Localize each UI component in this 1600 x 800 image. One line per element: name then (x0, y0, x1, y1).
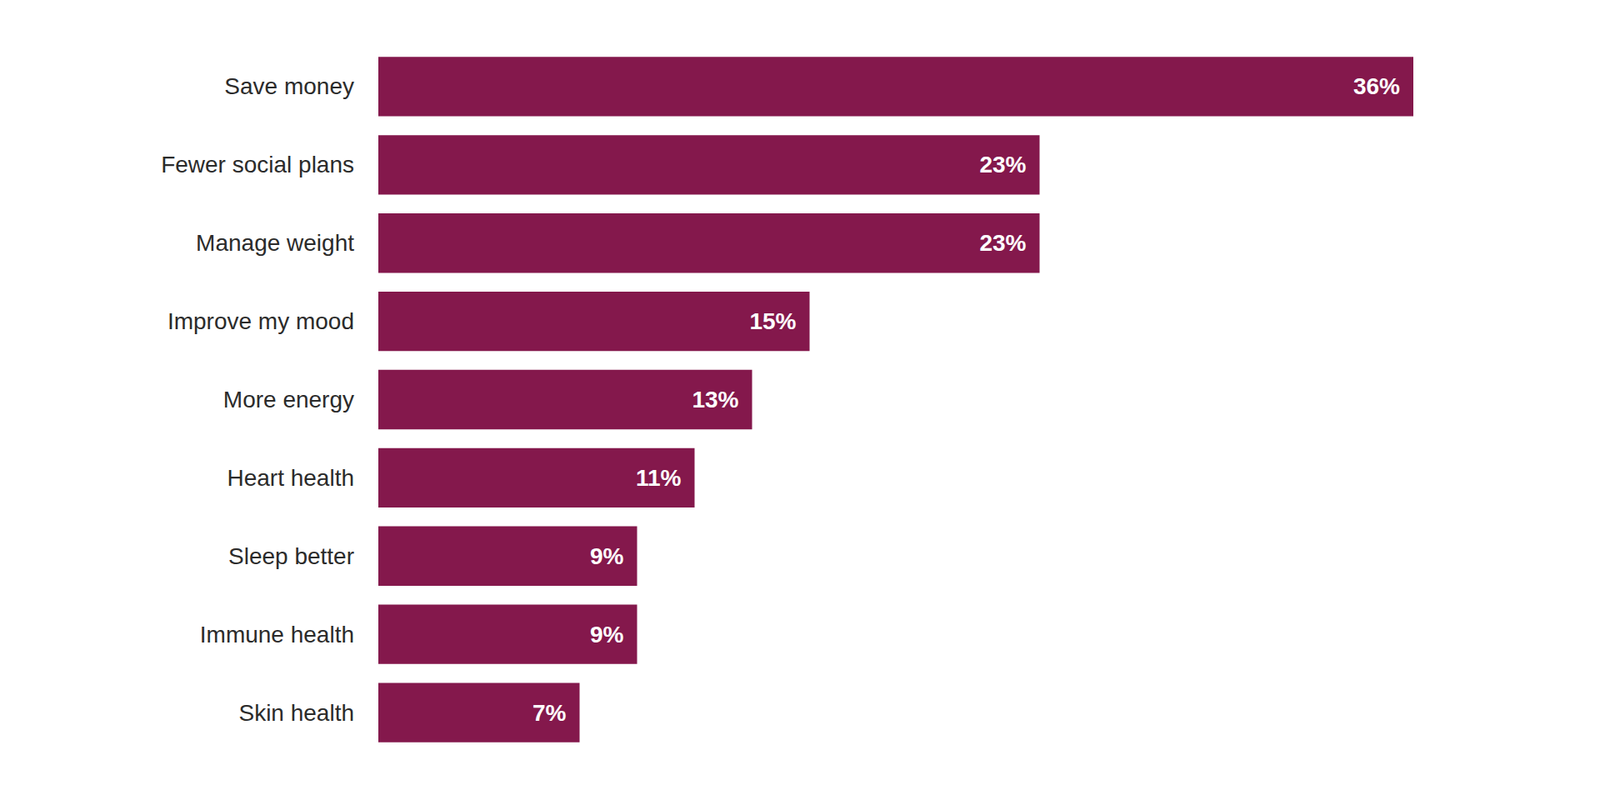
svg-text:13%: 13% (691, 386, 739, 413)
svg-text:Fewer social plans: Fewer social plans (160, 151, 355, 178)
svg-text:9%: 9% (590, 543, 625, 570)
svg-text:36%: 36% (1353, 73, 1400, 100)
svg-text:15%: 15% (749, 308, 796, 335)
svg-text:Skin health: Skin health (238, 700, 355, 726)
svg-text:7%: 7% (532, 700, 567, 726)
svg-text:23%: 23% (979, 151, 1026, 178)
svg-text:Improve my mood: Improve my mood (167, 308, 355, 335)
svg-text:Save money: Save money (224, 73, 355, 100)
svg-text:More energy: More energy (223, 386, 355, 413)
svg-text:23%: 23% (979, 230, 1026, 256)
svg-text:11%: 11% (635, 465, 682, 491)
svg-text:Immune health: Immune health (200, 621, 355, 648)
svg-text:Heart health: Heart health (226, 465, 355, 491)
svg-text:Manage weight: Manage weight (195, 230, 355, 256)
svg-text:9%: 9% (590, 621, 625, 648)
svg-text:Sleep better: Sleep better (228, 543, 355, 570)
